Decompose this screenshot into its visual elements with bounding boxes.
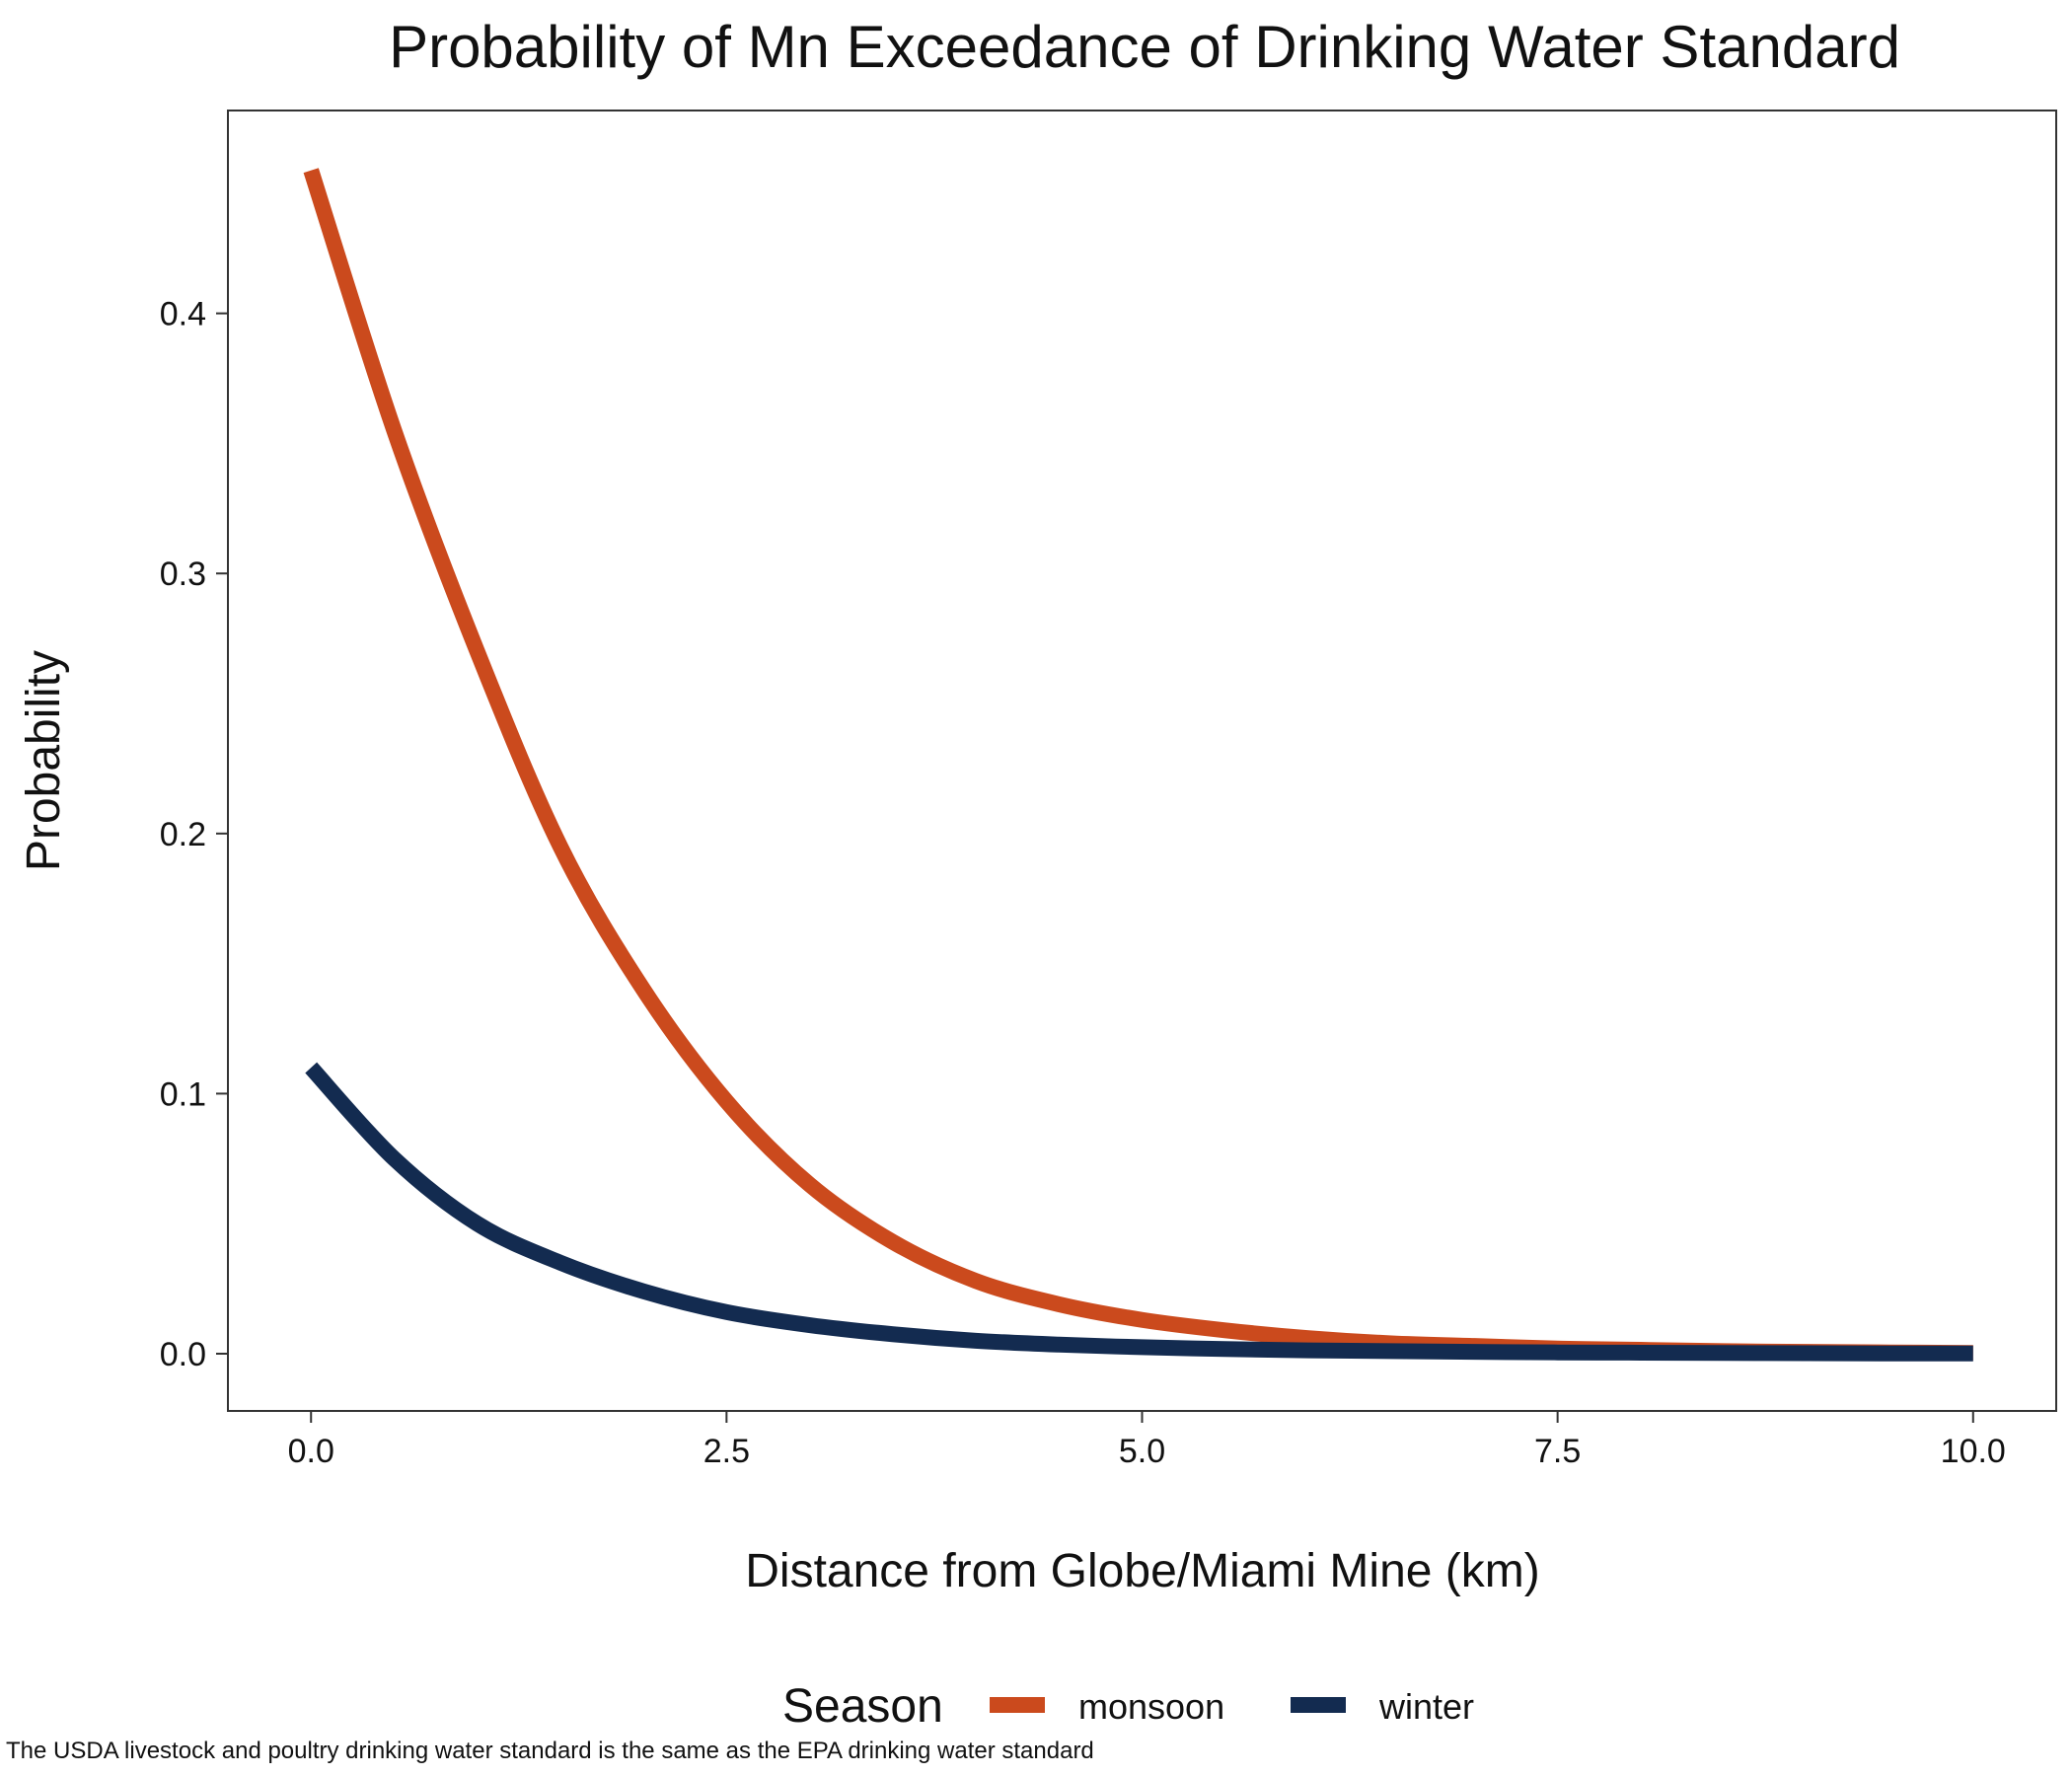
plot-panel bbox=[227, 110, 2057, 1412]
y-tick-label: 0.2 bbox=[160, 816, 206, 853]
x-tick-label: 0.0 bbox=[288, 1433, 334, 1470]
x-axis-label: Distance from Globe/Miami Mine (km) bbox=[745, 1545, 1540, 1597]
x-tick-label: 7.5 bbox=[1534, 1433, 1581, 1470]
y-tick-label: 0.1 bbox=[160, 1075, 206, 1113]
y-tick-label: 0.3 bbox=[160, 555, 206, 593]
series-lines bbox=[303, 168, 1973, 1362]
x-tick-label: 5.0 bbox=[1119, 1433, 1165, 1470]
legend: Season monsoon winter bbox=[782, 1680, 1474, 1733]
legend-label-winter: winter bbox=[1378, 1686, 1474, 1727]
legend-title: Season bbox=[782, 1680, 943, 1733]
x-axis-ticks: 0.0 2.5 5.0 7.5 10.0 bbox=[288, 1411, 2006, 1470]
y-tick-label: 0.0 bbox=[160, 1336, 206, 1373]
x-tick-label: 10.0 bbox=[1941, 1433, 2006, 1470]
series-line-winter bbox=[305, 1062, 1973, 1362]
y-axis-ticks: 0.0 0.1 0.2 0.3 0.4 bbox=[160, 296, 228, 1373]
y-axis-label: Probability bbox=[18, 650, 70, 871]
x-tick-label: 2.5 bbox=[703, 1433, 750, 1470]
caption: The USDA livestock and poultry drinking … bbox=[6, 1738, 1094, 1764]
legend-label-monsoon: monsoon bbox=[1078, 1686, 1224, 1727]
legend-key-monsoon bbox=[990, 1697, 1045, 1713]
chart-title: Probability of Mn Exceedance of Drinking… bbox=[389, 14, 1900, 80]
y-tick-label: 0.4 bbox=[160, 296, 206, 333]
legend-key-winter bbox=[1291, 1697, 1346, 1713]
